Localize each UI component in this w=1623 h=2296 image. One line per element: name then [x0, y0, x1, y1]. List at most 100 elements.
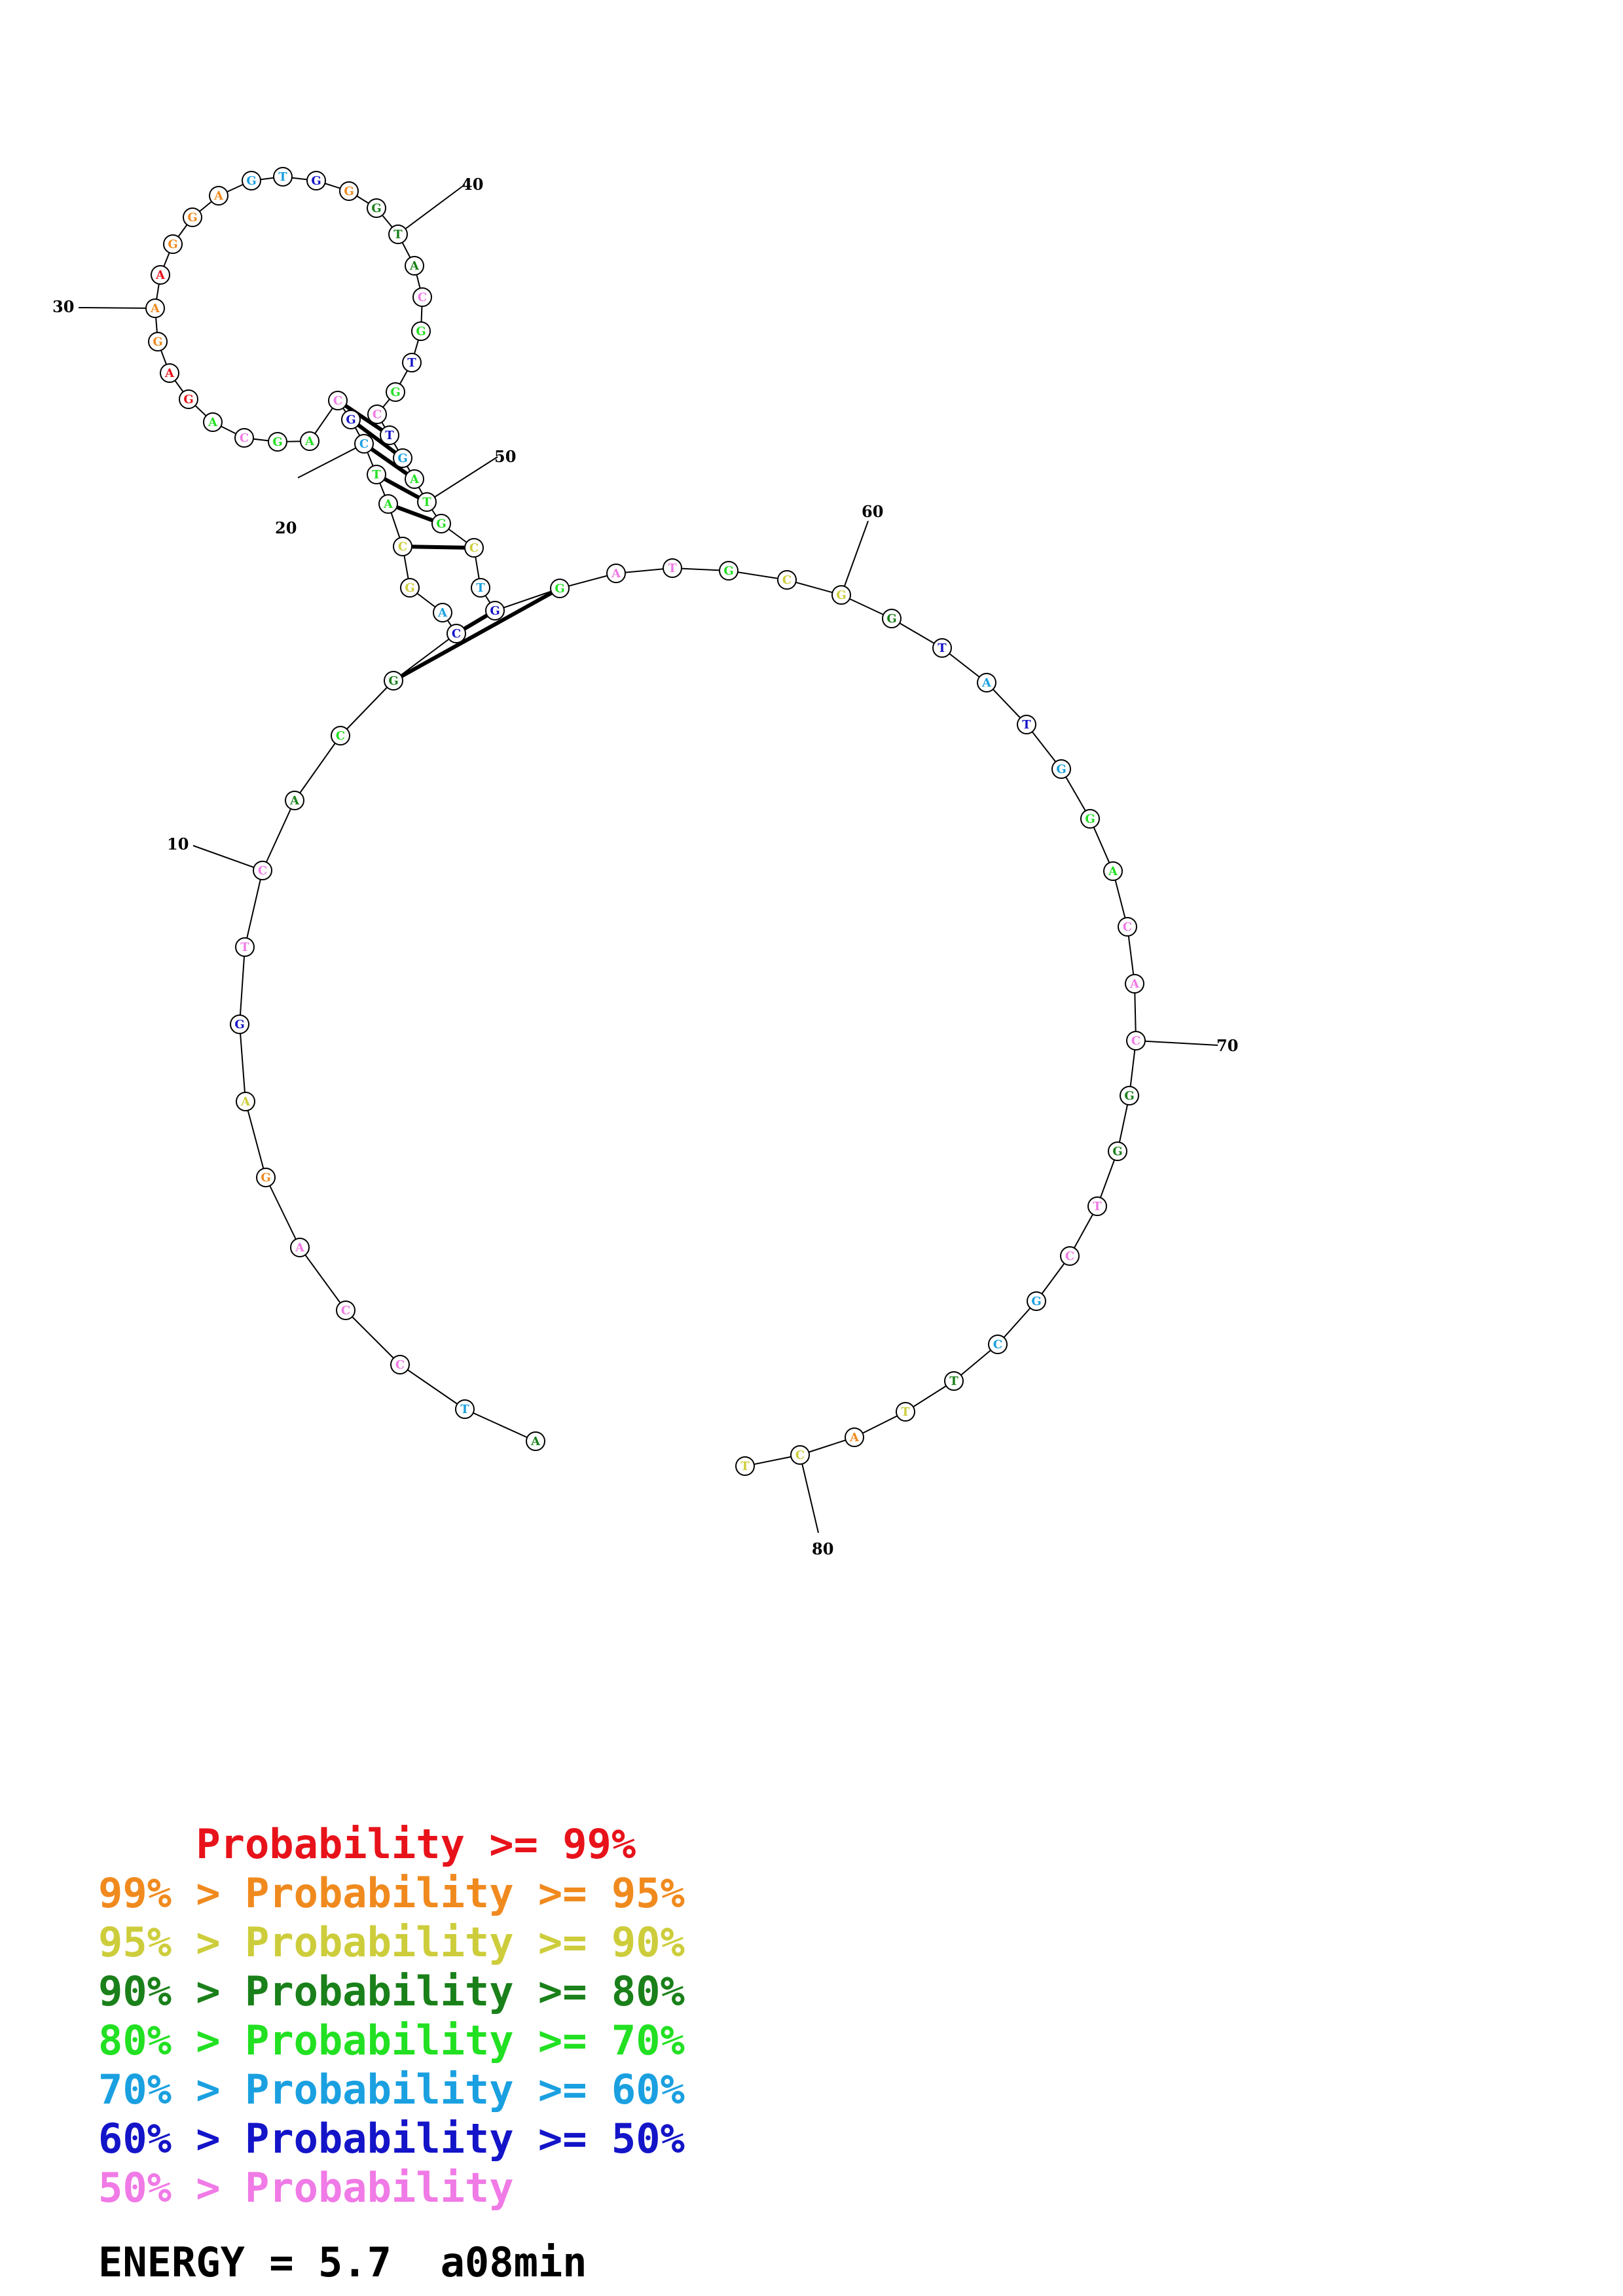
legend-prefix [98, 1820, 196, 1868]
nucleotide-base: T [278, 170, 287, 184]
legend-row: 60% > Probability >= 50% [98, 2114, 685, 2163]
nucleotide-circle [777, 570, 797, 590]
nucleotide: C [328, 391, 348, 410]
nucleotide-circle [273, 167, 293, 187]
nucleotide-circle [151, 265, 170, 285]
nucleotide-base: T [385, 429, 394, 442]
nucleotide-base: T [476, 581, 485, 595]
nucleotide-base: C [795, 1448, 805, 1462]
nucleotide-base: A [208, 416, 218, 429]
nucleotide-base: G [1031, 1295, 1041, 1308]
backbone-segment [299, 1247, 346, 1311]
nucleotide-circle [550, 579, 570, 598]
nucleotide-circle [160, 363, 179, 383]
nucleotide-base: G [272, 435, 282, 449]
nucleotide: A [1103, 861, 1123, 881]
nucleotide: G [1080, 809, 1100, 829]
nucleotide-circle [464, 538, 484, 558]
nucleotide-circle [336, 1300, 356, 1320]
legend-prefix: 80% > [98, 2017, 245, 2064]
backbone-segment [244, 870, 263, 948]
base-pair-bond [350, 418, 404, 460]
nucleotide-circle [148, 332, 168, 351]
nucleotide: T [663, 558, 682, 578]
position-tick-line [192, 845, 263, 871]
nucleotide-base: G [490, 604, 500, 618]
nucleotide-circle [663, 558, 682, 578]
nucleotide-circle [932, 638, 952, 658]
nucleotide-circle [384, 671, 403, 691]
base-pair-bond [337, 399, 391, 437]
legend-text: Probability >= 80% [244, 1967, 685, 2015]
nucleotide-circle [485, 601, 505, 620]
nucleotide-circle [402, 353, 422, 372]
nucleotide-base: C [452, 627, 461, 641]
position-label: 60 [862, 502, 883, 521]
nucleotide: C [367, 404, 387, 424]
nucleotide-circle [411, 321, 431, 341]
legend-text: Probability >= 70% [244, 2017, 685, 2064]
nucleotide-base: A [289, 794, 300, 808]
legend-prefix: 70% > [98, 2066, 245, 2113]
nucleotide-circle [183, 207, 202, 227]
nucleotide-circle [179, 389, 198, 409]
nucleotide-base: C [418, 291, 427, 304]
nucleotide-circle [339, 181, 359, 201]
nucleotide-base: A [383, 497, 393, 511]
base-pair-bond [363, 442, 416, 481]
nucleotide-circle [417, 492, 437, 512]
nucleotide-base: T [407, 356, 416, 370]
nucleotide-circle [1087, 1196, 1107, 1216]
nucleotide: G [400, 578, 420, 598]
nucleotide-circle [790, 1445, 810, 1465]
nucleotide: G [1120, 1086, 1139, 1105]
nucleotide: G [256, 1168, 276, 1187]
nucleotide: T [273, 167, 293, 187]
nucleotide-circle [1125, 974, 1144, 994]
nucleotide: A [209, 186, 228, 206]
nucleotide-base: C [782, 573, 792, 587]
nucleotide-circle [719, 561, 739, 581]
nucleotide-circle [306, 171, 326, 190]
nucleotide-base: A [164, 367, 175, 380]
nucleotide: C [336, 1300, 356, 1320]
nucleotide-base: C [359, 437, 369, 451]
nucleotide: C [234, 428, 254, 448]
nucleotide: G [1108, 1141, 1127, 1161]
nucleotide-base: A [213, 189, 224, 203]
nucleotide-base: G [1085, 812, 1095, 826]
nucleotide-circle [977, 673, 996, 692]
nucleotide-circle [163, 234, 183, 254]
legend-prefix: 95% > [98, 1918, 245, 1966]
nucleotide-circle [735, 1456, 755, 1476]
nucleotide-circle [1027, 1291, 1046, 1311]
nucleotide-base: G [1112, 1145, 1122, 1158]
nucleotide-circle [882, 609, 902, 628]
energy-value: ENERGY = 5.7 [98, 2238, 392, 2286]
position-tick-line [397, 184, 465, 235]
nucleotide-circle [203, 412, 223, 432]
position-tick-line [841, 520, 869, 596]
nucleotide-base: C [398, 540, 407, 554]
backbone [155, 176, 1137, 1467]
nucleotide: T [735, 1456, 755, 1476]
nucleotide: G [384, 671, 403, 691]
nucleotide: A [290, 1238, 310, 1257]
nucleotide: T [455, 1399, 475, 1419]
nucleotide: G [719, 561, 739, 581]
nucleotide-circle [300, 431, 319, 451]
legend-text: Probability >= 50% [244, 2115, 685, 2162]
nucleotide-base: A [611, 567, 621, 581]
nucleotide-circle [390, 1355, 410, 1374]
nucleotide-circle [1118, 917, 1137, 937]
nucleotide-base: A [409, 259, 420, 273]
nucleotide-circle [606, 564, 626, 583]
nucleotide-base: T [949, 1374, 958, 1388]
nucleotide-base: G [836, 588, 846, 602]
nucleotide-base: G [390, 386, 400, 399]
nucleotide-base: G [723, 564, 733, 578]
legend-row: 50% > Probability [98, 2163, 685, 2212]
nucleotide-base: T [393, 228, 403, 242]
nucleotide: G [179, 389, 198, 409]
nucleotide-base: G [405, 581, 414, 595]
